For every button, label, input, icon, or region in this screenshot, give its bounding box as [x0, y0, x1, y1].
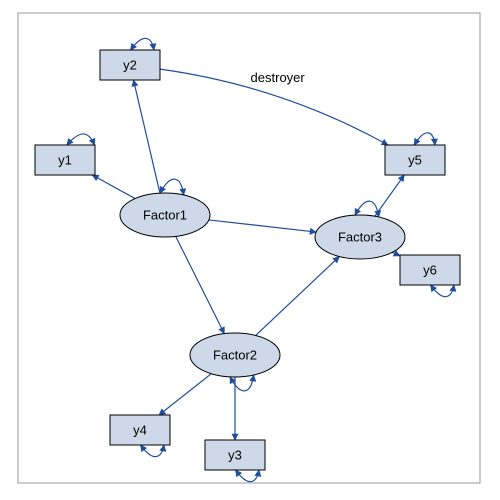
- node-y3: y3: [205, 440, 265, 470]
- node-y1: y1: [35, 145, 95, 175]
- node-label-y2: y2: [123, 57, 137, 72]
- edge-label-y2-y5: destroyer: [251, 70, 306, 85]
- node-label-Factor1: Factor1: [143, 207, 187, 222]
- node-y4: y4: [110, 415, 170, 445]
- diagram-frame: [18, 13, 480, 483]
- node-y2: y2: [100, 50, 160, 80]
- node-Factor2: Factor2: [190, 333, 280, 377]
- node-label-y6: y6: [423, 262, 437, 277]
- node-Factor1: Factor1: [120, 193, 210, 237]
- node-label-Factor2: Factor2: [213, 347, 257, 362]
- diagram-canvas: destroyer y1 y2 y3 y4 y5 y6 Factor1 Factor2 Facto…: [0, 0, 500, 500]
- node-Factor3: Factor3: [315, 215, 405, 259]
- node-y5: y5: [385, 145, 445, 175]
- node-label-y5: y5: [408, 152, 422, 167]
- node-label-y4: y4: [133, 422, 147, 437]
- node-label-Factor3: Factor3: [338, 229, 382, 244]
- node-label-y3: y3: [228, 447, 242, 462]
- node-label-y1: y1: [58, 152, 72, 167]
- node-y6: y6: [400, 255, 460, 285]
